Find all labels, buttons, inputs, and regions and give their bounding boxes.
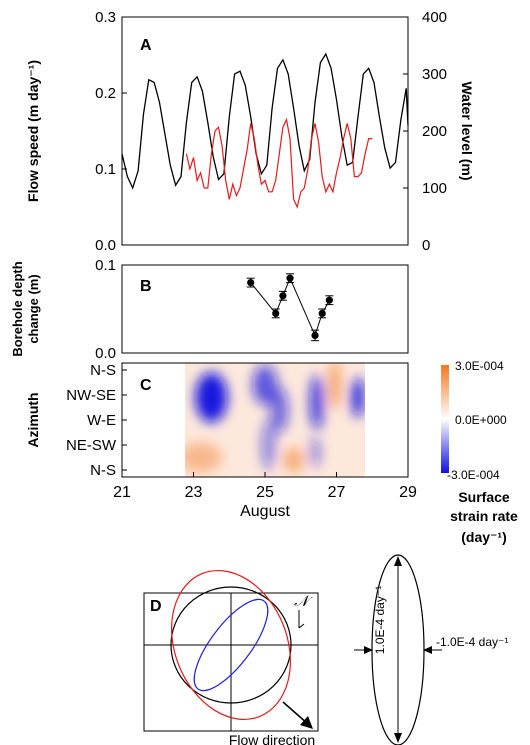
panel-a-right-tick-label: 400	[422, 9, 447, 26]
panel-c-y-tick-label: W-E	[87, 412, 116, 429]
panel-c-x-tick-label: 25	[256, 484, 274, 501]
heatmap-negative-region	[261, 420, 276, 470]
colorbar-tick-top: 3.0E-004	[455, 359, 504, 373]
panel-b-frame	[121, 264, 409, 354]
panel-b-ylabel-2: change (m)	[26, 274, 41, 343]
panel-c: N-S NW-SE W-E NE-SW N-S 21 23 25 27 29 C Azimuth…	[25, 359, 518, 545]
panel-d-label: D	[150, 598, 162, 615]
colorbar-label-1: Surface	[458, 489, 510, 505]
heatmap-blobs	[185, 363, 365, 473]
panel-a-right-tick-label: 100	[422, 180, 447, 197]
panel-a-right-tick-label: 300	[422, 66, 447, 83]
panel-a-left-ticks: 0.0 0.1 0.2 0.3	[95, 9, 127, 254]
heatmap-positive-region	[282, 447, 305, 473]
flow-direction-arrowhead-icon	[300, 716, 313, 729]
heatmap-negative-region	[350, 377, 365, 418]
panel-a-left-tick-label: 0.0	[95, 237, 116, 254]
heatmap-negative-region	[309, 437, 321, 468]
heatmap-negative-region	[252, 365, 278, 405]
water-level-line	[121, 52, 409, 190]
heatmap-negative-region	[309, 375, 324, 430]
borehole-point	[279, 292, 287, 300]
borehole-points	[246, 273, 334, 342]
panel-b-tick-label: 0.0	[95, 345, 116, 362]
north-arrow-icon: 𝒩	[294, 593, 313, 610]
scale-label-vertical: 1.0E-4 day⁻¹	[373, 586, 387, 654]
panel-c-ylabel: Azimuth	[25, 392, 41, 447]
borehole-point	[272, 309, 280, 317]
colorbar-label-3: (day⁻¹)	[461, 529, 507, 545]
panel-c-x-tick-label: 27	[328, 484, 346, 501]
panel-b: 0.0 0.1 B Borehole depth change (m)	[10, 257, 409, 362]
borehole-point	[311, 331, 319, 339]
colorbar-tick-bottom: -3.0E-004	[447, 468, 500, 482]
borehole-point	[286, 274, 294, 282]
panel-a-left-tick-label: 0.1	[95, 161, 116, 178]
strain-ellipse-blue	[193, 598, 269, 692]
scale-arrow-right-icon	[364, 646, 373, 654]
panel-c-y-tick-label: NW-SE	[66, 387, 116, 404]
borehole-point	[325, 296, 333, 304]
colorbar-label-2: strain rate	[450, 508, 518, 524]
panel-a-ylabel-right: Water level (m)	[459, 81, 475, 180]
panel-c-label: C	[140, 377, 152, 394]
panel-c-xlabel: August	[240, 503, 290, 520]
strain-ellipse-red	[171, 569, 291, 721]
panel-c-x-ticks: 21 23 25 27 29	[113, 472, 417, 501]
scale-arrow-down-icon	[394, 733, 402, 743]
panel-a-left-tick-label: 0.3	[95, 9, 116, 26]
north-arrow-shaft-icon	[298, 610, 305, 629]
panel-b-ylabel-1: Borehole depth	[10, 261, 25, 356]
colorbar	[441, 365, 449, 473]
panel-c-y-ticks: N-S NW-SE W-E NE-SW N-S	[66, 362, 127, 479]
panel-c-x-tick-label: 23	[185, 484, 203, 501]
panel-b-left-ticks: 0.0 0.1	[95, 257, 127, 362]
strain-ellipse-black	[170, 586, 292, 704]
heatmap-positive-region	[328, 363, 342, 410]
panel-b-label: B	[140, 278, 152, 295]
borehole-point	[247, 279, 255, 287]
panel-a-right-tick-label: 0	[422, 237, 430, 254]
panel-a-right-ticks: 0 100 200 300 400	[403, 9, 447, 254]
flow-speed-line	[185, 117, 373, 209]
panel-c-x-tick-label: 29	[399, 484, 417, 501]
panel-a-ylabel: Flow speed (m day⁻¹)	[25, 60, 41, 202]
scale-label-horizontal: -1.0E-4 day⁻¹	[436, 635, 508, 649]
colorbar-tick-mid: 0.0E+000	[455, 413, 507, 427]
scale-arrow-up-icon	[394, 556, 402, 566]
heatmap-negative-region	[270, 387, 289, 433]
heatmap-positive-region	[185, 442, 223, 473]
panel-c-y-tick-label: N-S	[90, 362, 116, 379]
panel-a-label: A	[140, 37, 152, 54]
heatmap-area	[185, 363, 365, 477]
panel-b-tick-label: 0.1	[95, 257, 116, 274]
panel-d: D 𝒩 Flow direction 1.0E-4 day⁻¹ -1.0E-4 …	[143, 554, 508, 745]
borehole-point	[318, 309, 326, 317]
scale-arrow-left-icon	[423, 646, 432, 654]
panel-a-left-tick-label: 0.2	[95, 85, 116, 102]
borehole-line	[250, 276, 330, 337]
panel-a-right-tick-label: 200	[422, 123, 447, 140]
flow-direction-label: Flow direction	[229, 732, 315, 745]
panel-c-y-tick-label: NE-SW	[66, 437, 117, 454]
panel-a: 0.0 0.1 0.2 0.3 0 100 200 300 400 A Flow speed …	[25, 9, 475, 254]
heatmap-negative-region	[195, 372, 228, 423]
panel-c-x-tick-label: 21	[113, 484, 131, 501]
flow-direction-arrow-shaft	[282, 701, 309, 725]
panel-c-y-tick-label: N-S	[90, 462, 116, 479]
